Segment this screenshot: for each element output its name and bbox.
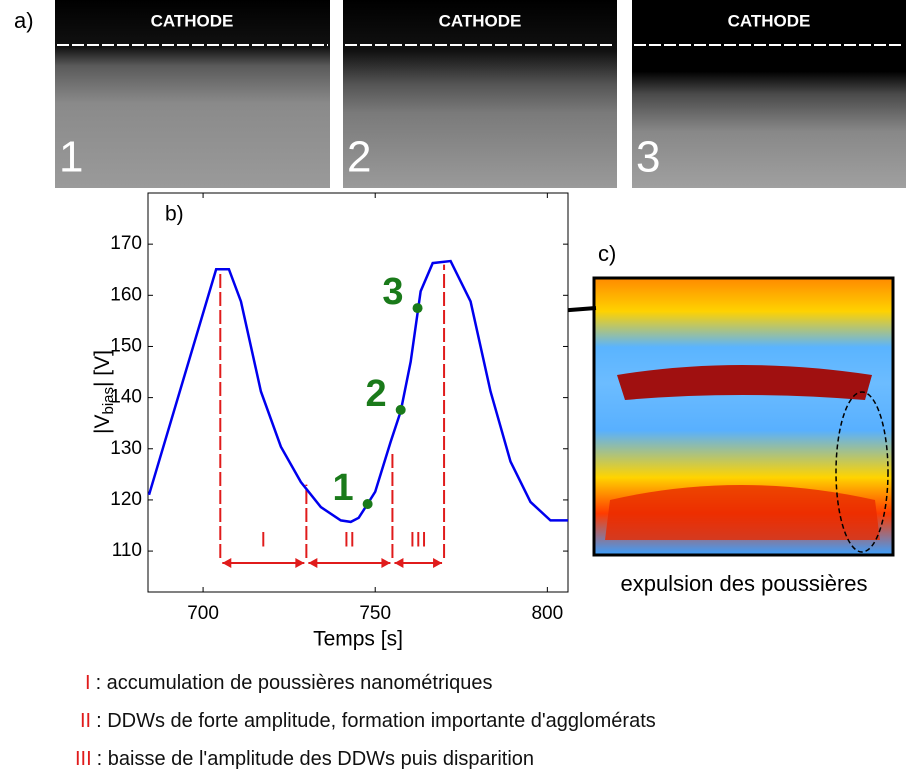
phase-label: II	[344, 529, 356, 552]
panel-label: a)	[14, 8, 34, 33]
cathode-images	[55, 0, 906, 188]
image-header: CATHODE	[728, 11, 811, 30]
legend-text: : accumulation de poussières nanométriqu…	[95, 672, 493, 694]
y-tick-label: 110	[112, 540, 142, 561]
legend-row: I: accumulation de poussières nanométriq…	[85, 672, 492, 695]
arrowhead	[222, 558, 305, 568]
legend-key: I	[85, 672, 91, 694]
y-tick-label: 150	[110, 335, 142, 356]
y-tick-label: 140	[110, 387, 142, 408]
phase-label: III	[409, 529, 427, 552]
y-axis-label: |Vbias| [V]	[91, 350, 117, 434]
thermal-feature	[605, 485, 880, 540]
y-label-part: |V	[91, 415, 114, 434]
image-number: 2	[347, 133, 371, 182]
marker	[362, 499, 373, 510]
y-tick-label: 160	[110, 284, 142, 305]
data-line	[147, 259, 568, 524]
panel-label: c)	[598, 241, 616, 266]
caption: expulsion des poussières	[620, 571, 867, 596]
x-tick-label: 700	[187, 603, 219, 624]
marker-label: 2	[366, 373, 387, 415]
marker-label: 3	[382, 271, 403, 313]
legend-key: III	[75, 748, 92, 770]
y-label-sub: bias	[100, 387, 117, 415]
image-header: CATHODE	[151, 11, 234, 30]
legend-row: II: DDWs de forte amplitude, formation i…	[80, 710, 656, 733]
image-number: 3	[636, 133, 660, 182]
y-tick-label: 170	[110, 233, 142, 254]
y-label-part: | [V]	[91, 350, 114, 387]
y-tick-label: 120	[110, 489, 142, 510]
arrowhead	[308, 558, 391, 568]
legend-row: III: baisse de l'amplitude des DDWs puis…	[75, 748, 534, 771]
figure: a) c) expulsion des poussières b) Temps …	[14, 0, 906, 651]
marker	[395, 404, 406, 415]
highlight-ellipse	[835, 391, 889, 553]
x-tick-label: 750	[359, 603, 391, 624]
marker-label: 1	[332, 467, 353, 509]
panel-label: b)	[165, 203, 184, 226]
thermal-feature	[617, 365, 872, 400]
x-tick-label: 800	[531, 603, 563, 624]
image-header: CATHODE	[439, 11, 522, 30]
legend-text: : DDWs de forte amplitude, formation imp…	[96, 710, 656, 732]
image	[343, 0, 617, 188]
image	[632, 0, 906, 188]
marker	[412, 303, 423, 314]
y-tick-label: 130	[110, 438, 142, 459]
phase-label: I	[260, 529, 266, 552]
legend-text: : baisse de l'amplitude des DDWs puis di…	[96, 748, 535, 770]
image	[55, 0, 330, 188]
x-axis-label: Temps [s]	[313, 628, 403, 651]
legend-key: II	[80, 710, 92, 732]
image-number: 1	[59, 133, 83, 182]
plot-area	[147, 192, 569, 593]
